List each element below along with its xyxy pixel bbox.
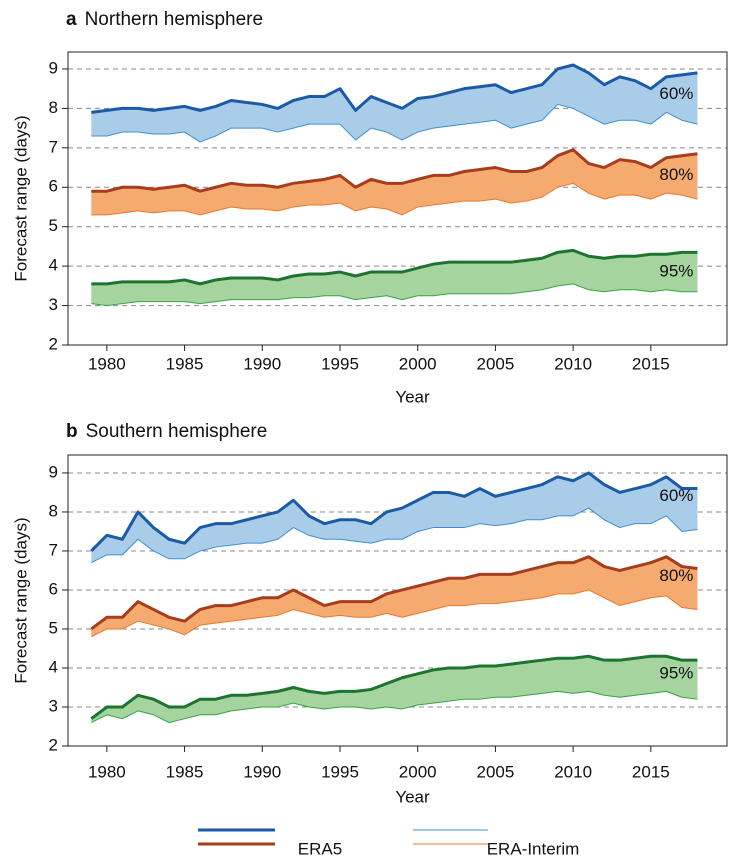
x-axis-label: Year xyxy=(395,787,430,806)
y-tick-label: 7 xyxy=(49,540,58,559)
x-tick-label: 1995 xyxy=(321,354,359,373)
y-tick-label: 8 xyxy=(49,98,58,117)
y-tick-label: 6 xyxy=(49,579,58,598)
y-tick-label: 3 xyxy=(49,696,58,715)
x-tick-label: 2000 xyxy=(399,762,437,781)
band-label: 60% xyxy=(659,84,693,103)
x-tick-label: 1990 xyxy=(243,762,281,781)
y-tick-label: 9 xyxy=(49,58,58,77)
x-tick-label: 2015 xyxy=(632,354,670,373)
y-tick-label: 4 xyxy=(49,256,58,275)
band-fill xyxy=(91,250,698,306)
era5-line xyxy=(90,654,698,720)
band-fill xyxy=(91,65,698,142)
plot-frame xyxy=(67,454,728,747)
band-label: 95% xyxy=(659,262,693,281)
panel-title: b Southern hemisphere xyxy=(66,421,267,442)
band-label: 60% xyxy=(659,486,693,505)
panel-title: a Northern hemisphere xyxy=(66,9,263,30)
x-tick-label: 1980 xyxy=(88,762,126,781)
x-tick-label: 2005 xyxy=(477,354,515,373)
x-tick-label: 1985 xyxy=(166,354,204,373)
era-interim-line xyxy=(91,690,698,724)
x-tick-label: 2010 xyxy=(554,762,592,781)
x-tick-label: 2015 xyxy=(632,762,670,781)
y-axis-label: Forecast range (days) xyxy=(11,115,30,281)
band-fill xyxy=(91,556,698,637)
y-tick-label: 9 xyxy=(49,462,58,481)
x-tick-label: 2010 xyxy=(554,354,592,373)
legend-label: ERA-Interim xyxy=(487,839,580,858)
y-tick-label: 6 xyxy=(49,177,58,196)
y-tick-label: 4 xyxy=(49,657,58,676)
era-interim-line xyxy=(91,589,698,638)
era5-line xyxy=(91,148,698,193)
y-tick-label: 8 xyxy=(49,501,58,520)
era5-line xyxy=(90,555,698,631)
y-tick-label: 2 xyxy=(49,735,58,754)
band-fill xyxy=(91,472,698,563)
band-label: 80% xyxy=(659,566,693,585)
era-interim-line xyxy=(91,103,698,143)
x-tick-label: 1995 xyxy=(321,762,359,781)
era-interim-line xyxy=(91,182,698,216)
band-fill xyxy=(91,656,698,723)
legend-label: ERA5 xyxy=(298,839,342,858)
y-tick-label: 3 xyxy=(49,295,58,314)
plot-frame xyxy=(67,51,728,346)
title-text: Northern hemisphere xyxy=(85,9,263,30)
x-tick-label: 1985 xyxy=(166,762,204,781)
x-tick-label: 1980 xyxy=(88,354,126,373)
y-tick-label: 2 xyxy=(49,334,58,353)
x-tick-label: 1990 xyxy=(243,354,281,373)
band-label: 80% xyxy=(659,165,693,184)
panel-letter: b xyxy=(66,421,78,442)
x-tick-label: 2000 xyxy=(399,354,437,373)
title-text: Southern hemisphere xyxy=(86,421,268,442)
y-tick-label: 5 xyxy=(49,216,58,235)
y-axis-label: Forecast range (days) xyxy=(11,517,30,683)
x-tick-label: 2005 xyxy=(477,762,515,781)
y-tick-label: 7 xyxy=(49,137,58,156)
band-label: 95% xyxy=(659,663,693,682)
era-interim-line xyxy=(91,283,698,307)
era5-line xyxy=(91,248,698,286)
era-interim-line xyxy=(91,507,698,564)
era5-line xyxy=(90,471,698,553)
panel-letter: a xyxy=(66,9,77,30)
era5-line xyxy=(91,63,698,114)
y-tick-label: 5 xyxy=(49,618,58,637)
x-axis-label: Year xyxy=(395,387,430,406)
